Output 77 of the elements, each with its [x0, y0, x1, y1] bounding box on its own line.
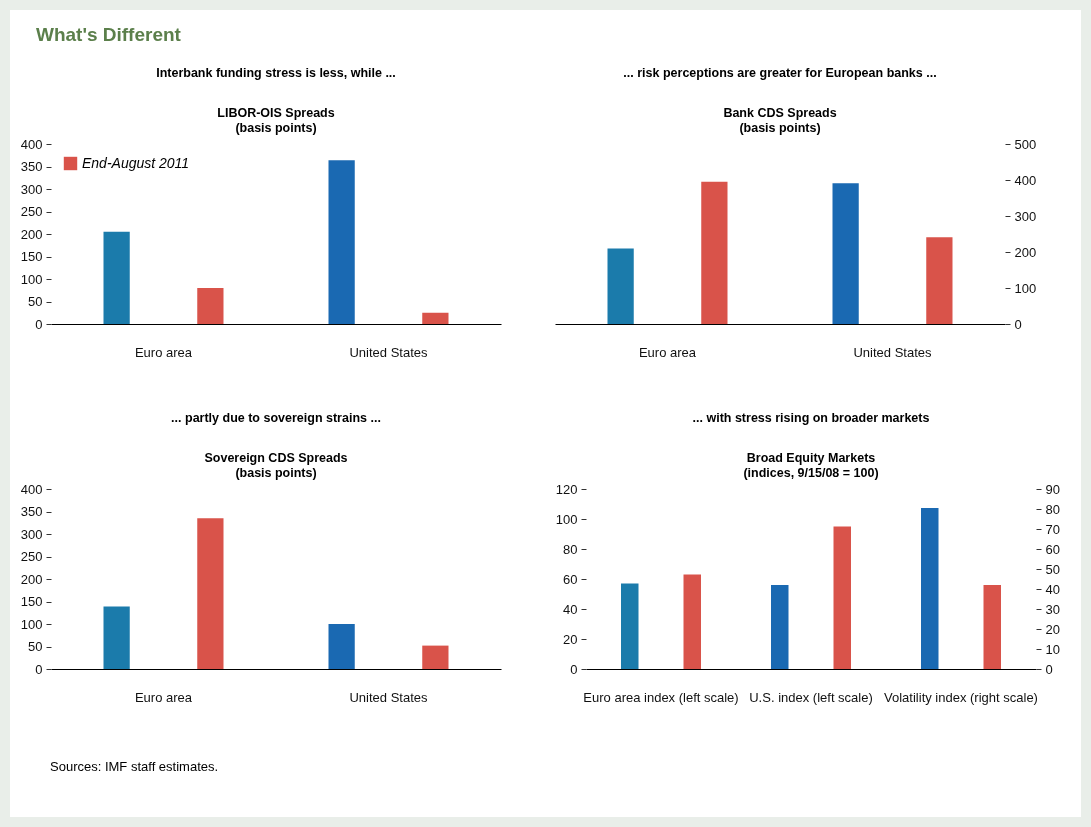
x-tick-label: U.S. index (left scale)	[749, 689, 873, 705]
y-tick-label: 400	[20, 481, 43, 497]
chart-title: ... with stress rising on broader markets	[692, 410, 930, 425]
y2-tick-label: 400	[1014, 172, 1037, 188]
y-tick-label: 200	[20, 571, 43, 587]
chart-title: ... risk perceptions are greater for European banks ...	[623, 65, 937, 80]
y-tick-label: 100	[555, 511, 578, 527]
y-tick-label: 50	[28, 294, 43, 309]
y-tick-label: 200	[20, 226, 43, 242]
y-tick-label: 250	[20, 204, 43, 219]
chart-subtitle: Sovereign CDS Spreads (basis points)	[204, 451, 348, 480]
y-tick-label: 350	[20, 504, 43, 519]
y2-tick-label: 0	[1045, 661, 1053, 677]
y-tick-label: 350	[20, 159, 43, 174]
y2-tick-label: 80	[1045, 501, 1060, 517]
chart-subtitle: Bank CDS Spreads (basis points)	[723, 106, 837, 135]
y-tick-label: 400	[20, 136, 43, 152]
y2-tick-label: 100	[1014, 280, 1037, 296]
y-tick-label: 80	[563, 541, 578, 557]
y-tick-label: 300	[20, 526, 43, 542]
bar	[422, 312, 449, 324]
y-tick-label: 60	[563, 571, 578, 587]
bar	[103, 231, 130, 324]
y-tick-label: 100	[20, 616, 43, 632]
y-tick-label: 0	[35, 661, 43, 677]
y-tick-label: 50	[28, 639, 43, 654]
chart-title: Interbank funding stress is less, while ...	[156, 65, 396, 80]
bar	[197, 518, 224, 669]
bar	[621, 583, 639, 669]
y-tick-label: 150	[20, 594, 43, 609]
bar	[197, 288, 224, 324]
y2-tick-label: 40	[1045, 581, 1060, 597]
bar	[926, 237, 953, 324]
legend-label: End-August 2011	[82, 154, 190, 171]
chart-title: ... partly due to sovereign strains ...	[171, 410, 381, 425]
text: What's Different	[36, 24, 182, 46]
bar	[771, 585, 789, 669]
y-tick-label: 0	[570, 661, 578, 677]
y2-tick-label: 10	[1045, 641, 1060, 657]
y2-tick-label: 30	[1045, 601, 1060, 617]
bar	[328, 624, 355, 669]
y-tick-label: 150	[20, 249, 43, 264]
bar	[607, 248, 634, 324]
x-tick-label: Euro area	[134, 344, 193, 360]
y-tick-label: 250	[20, 549, 43, 564]
y-tick-label: 100	[20, 271, 43, 287]
x-tick-label: United States	[349, 689, 429, 705]
x-tick-label: United States	[349, 344, 429, 360]
bar	[832, 183, 859, 324]
x-tick-label: Euro area	[638, 344, 697, 360]
y-tick-label: 20	[563, 631, 578, 647]
y-tick-label: 300	[20, 181, 43, 197]
bar	[103, 606, 130, 669]
source-note: Sources: IMF staff estimates.	[50, 758, 220, 776]
x-tick-label: United States	[853, 344, 933, 360]
y2-tick-label: 300	[1014, 208, 1037, 224]
y-tick-label: 120	[555, 481, 578, 497]
bar	[683, 574, 701, 669]
y2-tick-label: 200	[1014, 244, 1037, 260]
y2-tick-label: 90	[1045, 481, 1060, 497]
y2-tick-label: 70	[1045, 521, 1060, 537]
y2-tick-label: 0	[1014, 316, 1022, 332]
bar	[328, 160, 355, 324]
y-tick-label: 40	[563, 601, 578, 617]
x-tick-label: Volatility index (right scale)	[884, 689, 1038, 705]
bar	[833, 526, 851, 669]
y2-tick-label: 60	[1045, 541, 1060, 557]
chart-subtitle: LIBOR-OIS Spreads (basis points)	[217, 106, 335, 135]
y2-tick-label: 50	[1045, 561, 1060, 577]
y2-tick-label: 20	[1045, 621, 1060, 637]
y-tick-label: 0	[35, 316, 43, 332]
bar	[422, 645, 449, 669]
y2-tick-label: 500	[1014, 136, 1037, 152]
x-tick-label: Euro area index (left scale)	[583, 689, 739, 705]
chart-subtitle: Broad Equity Markets (indices, 9/15/08 = 100)	[743, 451, 879, 480]
bar	[701, 181, 728, 324]
x-tick-label: Euro area	[134, 689, 193, 705]
